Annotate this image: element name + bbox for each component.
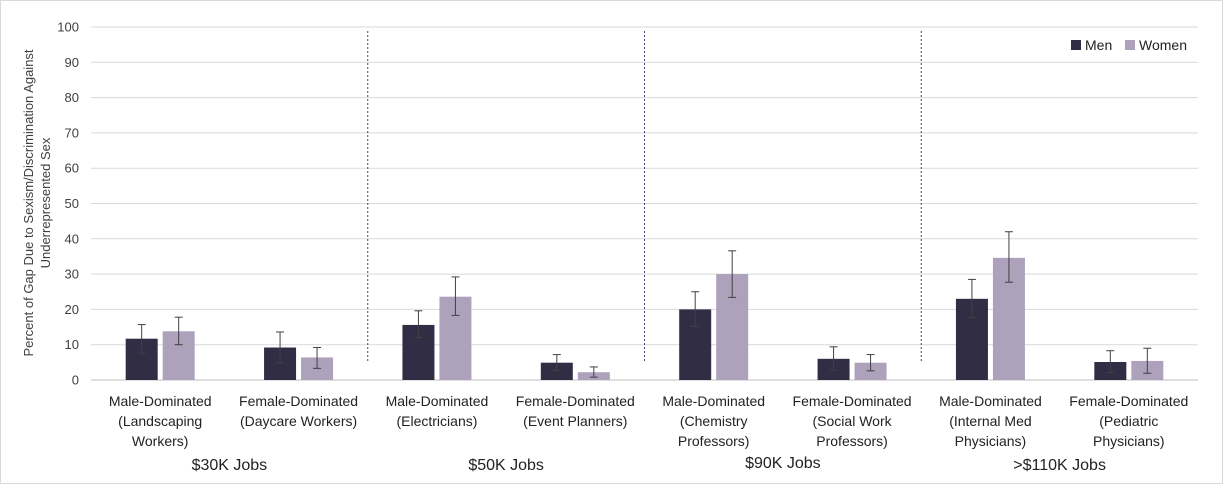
category-label-line: (Daycare Workers) — [240, 413, 357, 429]
group-label: $50K Jobs — [468, 457, 544, 474]
category-label-line: (Event Planners) — [523, 413, 627, 429]
category-label: Male-Dominated (Chemistry Professors) — [662, 393, 765, 449]
y-tick-label: 100 — [57, 20, 79, 35]
bar-men — [540, 362, 573, 380]
category-label: Female-Dominated (Daycare Workers) — [239, 393, 358, 429]
category-label-line: Female-Dominated — [516, 393, 635, 409]
category-label-line: (Pediatric — [1099, 413, 1158, 429]
category-label-line: Professors) — [816, 433, 888, 449]
group-labels: $30K Jobs $50K Jobs $90K Jobs >$110K Jobs — [192, 455, 1106, 474]
category-label-line: (Electricians) — [396, 413, 477, 429]
y-tick-label: 0 — [72, 373, 79, 388]
y-tick-label: 50 — [65, 196, 79, 211]
y-tick-label: 70 — [65, 125, 79, 140]
category-label-line: Male-Dominated — [662, 393, 765, 409]
category-label: Female-Dominated (Social Work Professors) — [793, 393, 912, 449]
category-label-line: Male-Dominated — [939, 393, 1042, 409]
category-label-line: Workers) — [132, 433, 189, 449]
legend-swatch-women — [1125, 40, 1135, 50]
category-label-line: Male-Dominated — [109, 393, 212, 409]
error-bars — [137, 231, 1152, 378]
category-labels: Male-Dominated (Landscaping Workers) Female… — [109, 393, 1189, 449]
group-label: >$110K Jobs — [1013, 457, 1106, 474]
y-tick-label: 10 — [65, 337, 79, 352]
y-axis-label: Percent of Gap Due to Sexism/Discriminat… — [21, 49, 53, 356]
y-tick-labels: 0 10 20 30 40 50 60 70 80 90 100 — [57, 20, 79, 388]
y-tick-label: 60 — [65, 161, 79, 176]
category-label-line: (Social Work — [813, 413, 893, 429]
y-tick-label: 40 — [65, 231, 79, 246]
y-axis-label-line: Percent of Gap Due to Sexism/Discriminat… — [21, 49, 36, 356]
y-axis-label-line: Underrepresented Sex — [38, 137, 53, 268]
category-label-line: Female-Dominated — [1069, 393, 1188, 409]
legend-label-women: Women — [1139, 37, 1187, 53]
legend-swatch-men — [1071, 40, 1081, 50]
group-label: $30K Jobs — [192, 457, 268, 474]
y-tick-label: 30 — [65, 267, 79, 282]
category-label-line: Female-Dominated — [239, 393, 358, 409]
category-label-line: Female-Dominated — [793, 393, 912, 409]
category-label-line: Professors) — [678, 433, 750, 449]
category-label: Female-Dominated (Pediatric Physicians) — [1069, 393, 1188, 449]
group-separators — [367, 31, 922, 363]
category-label: Female-Dominated (Event Planners) — [516, 393, 635, 429]
category-label-line: Physicians) — [955, 433, 1027, 449]
bar-women — [854, 362, 887, 380]
category-label-line: (Chemistry — [680, 413, 748, 429]
category-label: Male-Dominated (Internal Med Physicians) — [939, 393, 1042, 449]
category-label-line: Male-Dominated — [386, 393, 489, 409]
category-label-line: (Landscaping — [118, 413, 202, 429]
y-tick-label: 20 — [65, 302, 79, 317]
y-tick-label: 90 — [65, 55, 79, 70]
category-label-line: Physicians) — [1093, 433, 1165, 449]
group-label: $90K Jobs — [745, 455, 821, 472]
category-label-line: (Internal Med — [949, 413, 1031, 429]
category-label: Male-Dominated (Electricians) — [386, 393, 489, 429]
y-tick-label: 80 — [65, 90, 79, 105]
legend-label-men: Men — [1085, 37, 1112, 53]
category-label: Male-Dominated (Landscaping Workers) — [109, 393, 212, 449]
legend: Men Women — [1071, 37, 1187, 53]
